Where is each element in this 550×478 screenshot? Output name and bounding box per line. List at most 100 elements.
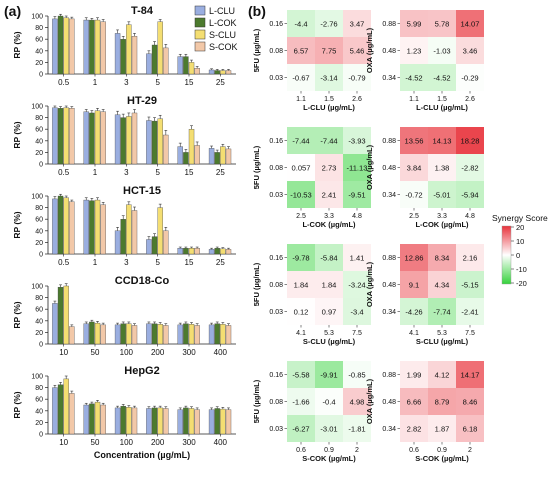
y-tick-label: 60	[35, 37, 43, 44]
bar-l-cok	[89, 112, 95, 165]
x-tick-label: 1	[93, 78, 98, 87]
bar-s-cok	[100, 324, 106, 345]
chart-title: HT-29	[127, 95, 157, 107]
y-axis-label: RP (%)	[12, 211, 22, 238]
bar-s-cok	[100, 404, 106, 435]
heatmap-cell-value: -2.82	[461, 163, 478, 172]
y-axis-label: OXA (µg/mL)	[365, 261, 374, 307]
heatmap-cell	[456, 127, 484, 154]
x-tick-label: 2.5	[409, 213, 419, 220]
heatmap-cell-value: -1.03	[433, 46, 450, 55]
heatmap-cell-value: 0.12	[294, 307, 309, 316]
bar-l-cok	[120, 405, 126, 435]
y-axis-label: OXA (µg/mL)	[365, 378, 374, 424]
heatmap-cell	[456, 271, 484, 298]
heatmap-cell-value: -1.81	[348, 424, 365, 433]
heatmap-cell-value: 2.73	[322, 163, 337, 172]
heatmap-cell-value: 8.34	[435, 253, 450, 262]
bar-chart-hct15: HCT-15 0 20 40 60 80 100 RP (%) 0.5 1 3 5 15 25	[12, 185, 236, 267]
heatmap-cell	[456, 10, 484, 37]
heatmap-5fu-l-cok: -7.44 -7.44 -3.93 0.057 2.73 -11.13 -10.53 2.41…	[252, 127, 371, 229]
heatmap-cell	[456, 361, 484, 388]
bar-s-clu	[220, 408, 226, 435]
heatmap-cell	[315, 154, 343, 181]
bar-s-clu	[220, 146, 226, 165]
bar-s-clu	[126, 323, 132, 345]
bar-s-cok	[100, 204, 106, 255]
y-tick-label: 0.34	[382, 75, 396, 82]
heatmap-cell	[428, 154, 456, 181]
y-tick-label: 20	[35, 240, 43, 247]
legend-swatch-s-cok	[194, 41, 206, 52]
x-tick-label: 3	[124, 168, 129, 177]
heatmap-cell-value: 6.18	[463, 424, 478, 433]
bar-s-clu	[157, 207, 163, 255]
heatmap-cell	[343, 271, 371, 298]
bar-l-clu	[208, 148, 215, 165]
y-tick-label: 0	[39, 162, 43, 169]
heatmap-cell-value: 3.46	[463, 46, 478, 55]
bar-s-clu	[126, 407, 132, 435]
bar-s-clu	[220, 248, 226, 255]
bar-l-cok	[89, 321, 95, 345]
bar-s-cok	[100, 111, 106, 165]
x-tick-label: 15	[185, 168, 194, 177]
bar-l-cok	[214, 248, 220, 255]
y-tick-label: 0.88	[382, 138, 396, 145]
panel-label-a: (a)	[4, 3, 21, 19]
heatmap-cell-value: 0.057	[291, 163, 310, 172]
heatmap-cell	[343, 181, 371, 208]
x-tick-label: 5	[155, 78, 160, 87]
heatmap-cell	[315, 271, 343, 298]
y-axis-label: 5FU (µg/mL)	[252, 28, 261, 72]
heatmap-cell-value: -3.4	[350, 307, 363, 316]
bar-s-clu	[188, 62, 195, 75]
heatmap-cell-value: -7.44	[292, 136, 309, 145]
heatmap-cell-value: -0.4	[322, 397, 335, 406]
y-tick-label: 80	[35, 295, 43, 302]
heatmap-5fu-s-cok: -5.58 -9.91 -0.85 -1.66 -0.4 4.98 -6.27 -3.01 -1…	[252, 361, 371, 463]
heatmap-cell	[315, 361, 343, 388]
heatmap-cell-value: -3.14	[320, 73, 337, 82]
heatmap-cell-value: 9.1	[409, 280, 420, 289]
heatmap-cell-value: -10.53	[290, 190, 312, 199]
legend-swatch-l-cok	[194, 17, 206, 28]
x-tick-label: 15	[185, 258, 194, 267]
y-tick-label: 0.48	[382, 399, 396, 406]
heatmap-cell-value: -9.78	[292, 253, 309, 262]
y-tick-label: 60	[35, 217, 43, 224]
bar-l-cok	[214, 323, 220, 345]
bar-l-clu	[146, 239, 152, 255]
bar-l-cok	[151, 407, 158, 435]
heatmap-cell	[400, 64, 428, 91]
heatmap-cell-value: -1.66	[292, 397, 309, 406]
bar-l-cok	[120, 39, 126, 75]
x-axis-label: L-COK (µg/mL)	[302, 220, 356, 229]
heatmap-cell-value: -5.84	[320, 253, 337, 262]
heatmap-cell-value: 8.79	[435, 397, 450, 406]
x-tick-label: 2.6	[352, 96, 362, 103]
bar-l-clu	[146, 120, 152, 165]
bar-l-cok	[89, 200, 95, 255]
heatmap-cell	[456, 388, 484, 415]
heatmap-cell	[456, 181, 484, 208]
x-tick-label: 0.6	[409, 447, 419, 454]
bar-l-clu	[83, 404, 89, 435]
colorbar: Synergy Score 20 10 0 -10 -20	[492, 213, 548, 288]
heatmap-cell	[343, 388, 371, 415]
bar-chart-hepg2: HepG2 0 20 40 60 80 100 RP (%) 10 50 100 200 300 400 C…	[12, 365, 236, 460]
x-tick-label: 4.1	[409, 330, 419, 337]
heatmap-cell	[315, 415, 343, 442]
x-tick-label: 3	[124, 258, 129, 267]
legend-label-l-cok: L-COK	[209, 18, 237, 28]
y-axis-label: 5FU (µg/mL)	[252, 145, 261, 189]
bar-s-clu	[94, 19, 101, 75]
heatmap-cell-value: 0.97	[322, 307, 337, 316]
heatmap-cell-value: 5.46	[350, 46, 365, 55]
heatmap-cell	[400, 271, 428, 298]
heatmap-cell-value: 14.13	[432, 136, 451, 145]
y-tick-label: 0.16	[269, 138, 283, 145]
bar-chart-ccd18-co: CCD18-Co 0 20 40 60 80 100 RP (%) 10 50 100 200 300 4…	[12, 275, 236, 357]
heatmap-cell-value: 6.66	[407, 397, 422, 406]
heatmap-cell	[343, 127, 371, 154]
